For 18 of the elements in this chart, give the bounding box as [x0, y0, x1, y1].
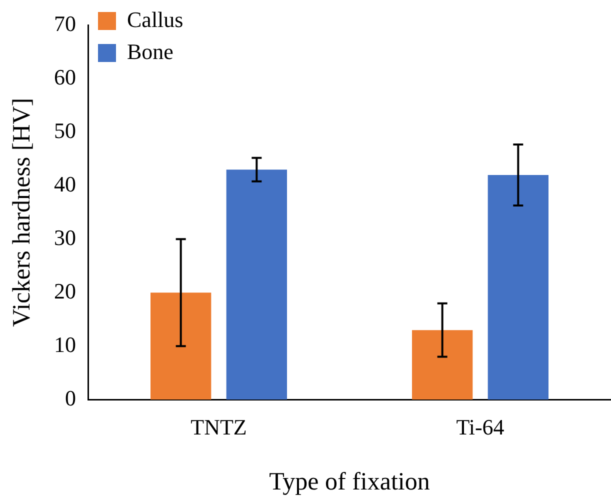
- x-axis-title: Type of fixation: [269, 468, 430, 496]
- legend-label: Bone: [127, 38, 174, 64]
- y-tick-label: 30: [54, 224, 76, 250]
- y-tick-label: 0: [65, 385, 76, 410]
- bar: [412, 330, 473, 400]
- y-tick-label: 20: [54, 278, 76, 304]
- y-tick-label: 50: [54, 118, 76, 143]
- y-tick-label: 10: [54, 332, 76, 357]
- bar: [150, 292, 212, 400]
- y-tick-label: 60: [54, 64, 76, 90]
- bar: [226, 170, 287, 400]
- x-tick-label: TNTZ: [190, 414, 247, 440]
- x-tick-label: Ti-64: [456, 414, 504, 440]
- y-tick-label: 40: [54, 171, 76, 196]
- legend-label: Callus: [127, 6, 184, 32]
- bar: [488, 174, 548, 400]
- y-tick-label: 70: [54, 10, 76, 36]
- y-axis-title: Vickers hardness [HV]: [8, 98, 36, 327]
